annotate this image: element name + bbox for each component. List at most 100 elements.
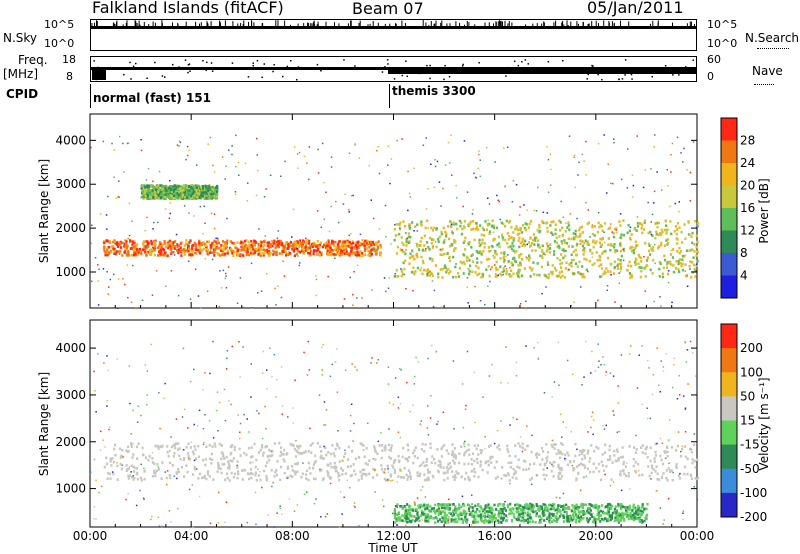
data-cell bbox=[676, 242, 679, 245]
data-cell bbox=[227, 250, 229, 252]
data-cell bbox=[365, 241, 368, 244]
nsky-spike bbox=[567, 25, 569, 26]
nsky-spike bbox=[591, 21, 593, 26]
data-cell bbox=[295, 247, 298, 251]
nsky-spike bbox=[367, 24, 369, 26]
data-cell bbox=[211, 258, 214, 261]
data-cell bbox=[486, 471, 489, 474]
freq-dot bbox=[354, 68, 356, 70]
data-cell bbox=[330, 252, 333, 255]
data-cell bbox=[621, 511, 624, 515]
data-cell bbox=[181, 193, 185, 196]
data-cell bbox=[445, 270, 448, 274]
nsky-spike bbox=[219, 20, 221, 26]
freq-dot bbox=[135, 62, 137, 65]
data-cell bbox=[471, 270, 474, 273]
freq-dot bbox=[97, 66, 99, 69]
data-cell bbox=[479, 300, 482, 302]
data-cell bbox=[553, 250, 556, 253]
data-cell bbox=[547, 276, 550, 279]
data-cell bbox=[273, 242, 276, 245]
data-cell bbox=[616, 448, 619, 451]
data-cell bbox=[199, 186, 203, 189]
data-cell bbox=[224, 478, 227, 482]
data-cell bbox=[573, 237, 576, 241]
data-cell bbox=[683, 254, 686, 258]
data-cell bbox=[165, 285, 167, 288]
data-cell bbox=[462, 205, 464, 208]
data-cell bbox=[471, 469, 474, 473]
data-cell bbox=[562, 248, 566, 251]
data-cell bbox=[326, 470, 329, 473]
nsky-spike bbox=[466, 20, 468, 26]
data-cell bbox=[200, 191, 203, 195]
data-cell bbox=[363, 455, 366, 459]
data-cell bbox=[202, 241, 205, 244]
data-cell bbox=[173, 245, 176, 248]
data-cell bbox=[525, 468, 528, 471]
data-cell bbox=[488, 203, 491, 205]
data-cell bbox=[278, 242, 281, 245]
data-cell bbox=[139, 251, 142, 254]
data-cell bbox=[678, 201, 680, 203]
data-cell bbox=[545, 457, 548, 460]
data-cell bbox=[510, 461, 513, 464]
data-cell bbox=[688, 265, 691, 268]
data-cell bbox=[347, 252, 350, 255]
data-cell bbox=[188, 458, 191, 461]
nsky-spike bbox=[499, 23, 501, 26]
data-cell bbox=[122, 142, 124, 145]
data-cell bbox=[99, 213, 102, 215]
data-cell bbox=[336, 444, 339, 447]
nsky-spike bbox=[262, 23, 264, 26]
data-cell bbox=[619, 470, 622, 473]
data-cell bbox=[657, 233, 660, 237]
data-cell bbox=[159, 191, 162, 195]
data-cell bbox=[483, 511, 486, 515]
data-cell bbox=[485, 268, 488, 271]
data-cell bbox=[384, 204, 387, 207]
data-cell bbox=[143, 477, 146, 481]
data-cell bbox=[581, 275, 584, 279]
data-cell bbox=[127, 445, 130, 449]
freq-dot bbox=[187, 71, 189, 74]
data-cell bbox=[213, 190, 216, 194]
data-cell bbox=[365, 473, 368, 477]
data-cell bbox=[192, 452, 195, 456]
data-cell bbox=[404, 259, 407, 263]
data-cell bbox=[488, 519, 491, 522]
freq-dot bbox=[628, 72, 630, 74]
data-cell bbox=[509, 509, 513, 512]
data-cell bbox=[640, 512, 644, 515]
data-cell bbox=[431, 280, 434, 282]
data-cell bbox=[568, 268, 570, 271]
data-cell bbox=[276, 243, 280, 247]
data-cell bbox=[188, 191, 191, 195]
data-cell bbox=[546, 261, 549, 264]
data-cell bbox=[195, 246, 198, 249]
freq-dot bbox=[624, 67, 626, 70]
data-cell bbox=[667, 185, 669, 187]
data-cell bbox=[272, 249, 275, 253]
data-cell bbox=[222, 248, 225, 251]
data-cell bbox=[604, 271, 607, 275]
data-cell bbox=[418, 474, 421, 478]
data-cell bbox=[426, 219, 429, 222]
data-cell bbox=[586, 240, 589, 243]
data-cell bbox=[518, 269, 521, 272]
data-cell bbox=[262, 239, 265, 243]
data-cell bbox=[145, 193, 148, 196]
data-cell bbox=[584, 239, 587, 242]
data-cell bbox=[583, 249, 586, 253]
data-cell bbox=[163, 240, 166, 243]
data-cell bbox=[454, 455, 457, 458]
data-cell bbox=[610, 263, 613, 266]
data-cell bbox=[113, 240, 116, 244]
data-cell bbox=[239, 241, 242, 245]
data-cell bbox=[418, 244, 422, 248]
data-cell bbox=[598, 264, 601, 268]
data-cell bbox=[197, 295, 200, 297]
data-cell bbox=[491, 219, 494, 223]
data-cell bbox=[449, 465, 453, 469]
data-cell bbox=[652, 246, 655, 249]
